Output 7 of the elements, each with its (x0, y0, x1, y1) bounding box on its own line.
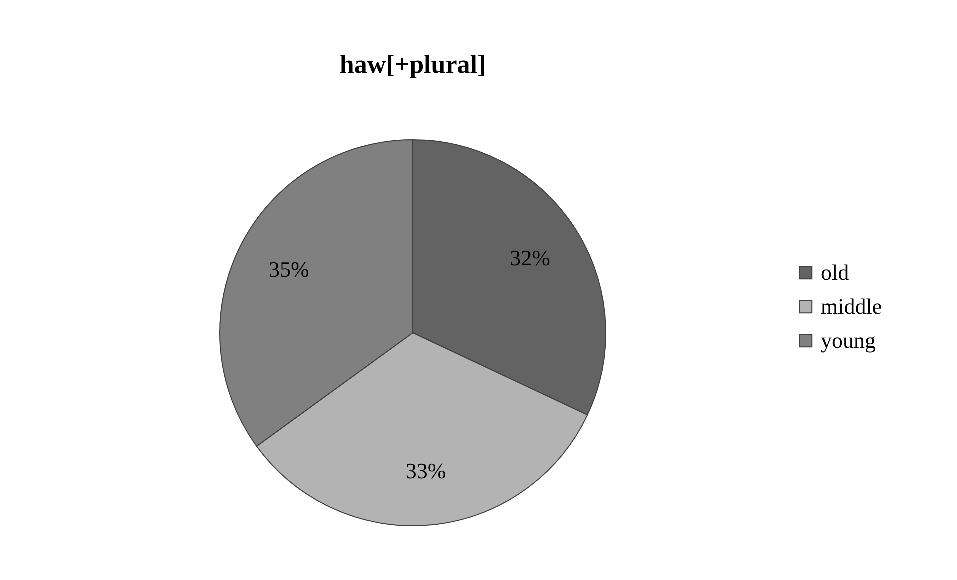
legend-label: young (821, 328, 876, 353)
data-label: 33% (406, 458, 446, 484)
data-label: 32% (510, 246, 550, 271)
legend-label: old (821, 260, 850, 285)
data-label: 35% (269, 256, 310, 282)
legend-label: middle (821, 294, 882, 319)
chart-title: haw[+plural] (340, 50, 486, 79)
